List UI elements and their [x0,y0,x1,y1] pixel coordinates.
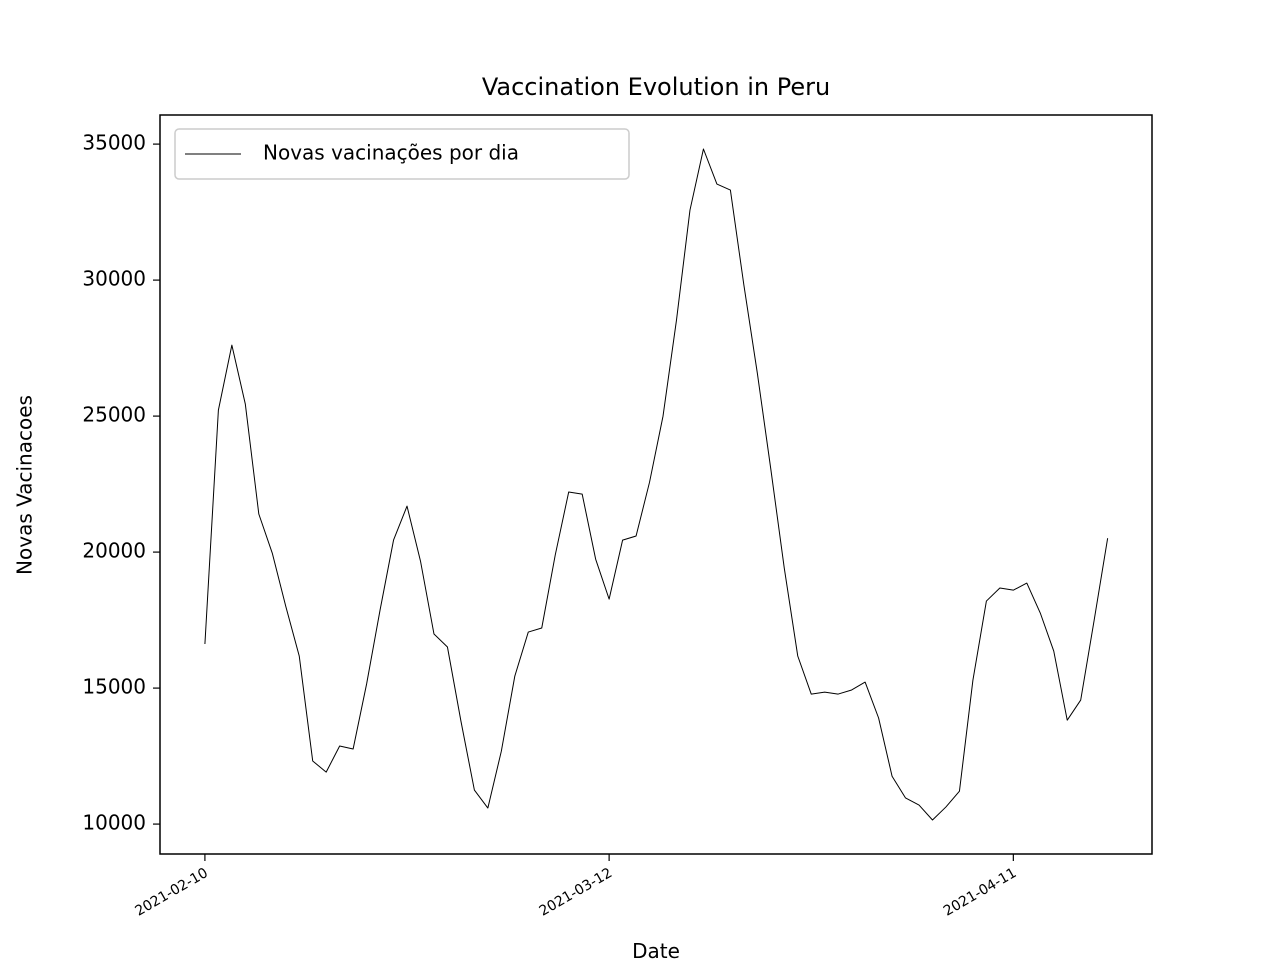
plot-frame [159,114,1153,855]
x-tick-label: 2021-04-11 [941,865,1019,920]
data-line [204,148,1109,821]
x-axis-label: Date [632,939,680,960]
y-tick-label: 30000 [82,267,146,291]
y-tick-label: 25000 [82,403,146,427]
x-tick-label: 2021-02-10 [132,865,210,920]
legend-box [174,128,630,180]
y-tick-label: 10000 [82,811,146,835]
y-tick-label: 20000 [82,539,146,563]
y-axis-label: Novas Vacinacoes [13,395,37,575]
legend-label: Novas vacinações por dia [263,141,519,165]
y-tick-label: 35000 [82,131,146,155]
y-tick-label: 15000 [82,675,146,699]
chart-title: Vaccination Evolution in Peru [482,73,830,101]
x-tick-label: 2021-03-12 [537,865,615,920]
